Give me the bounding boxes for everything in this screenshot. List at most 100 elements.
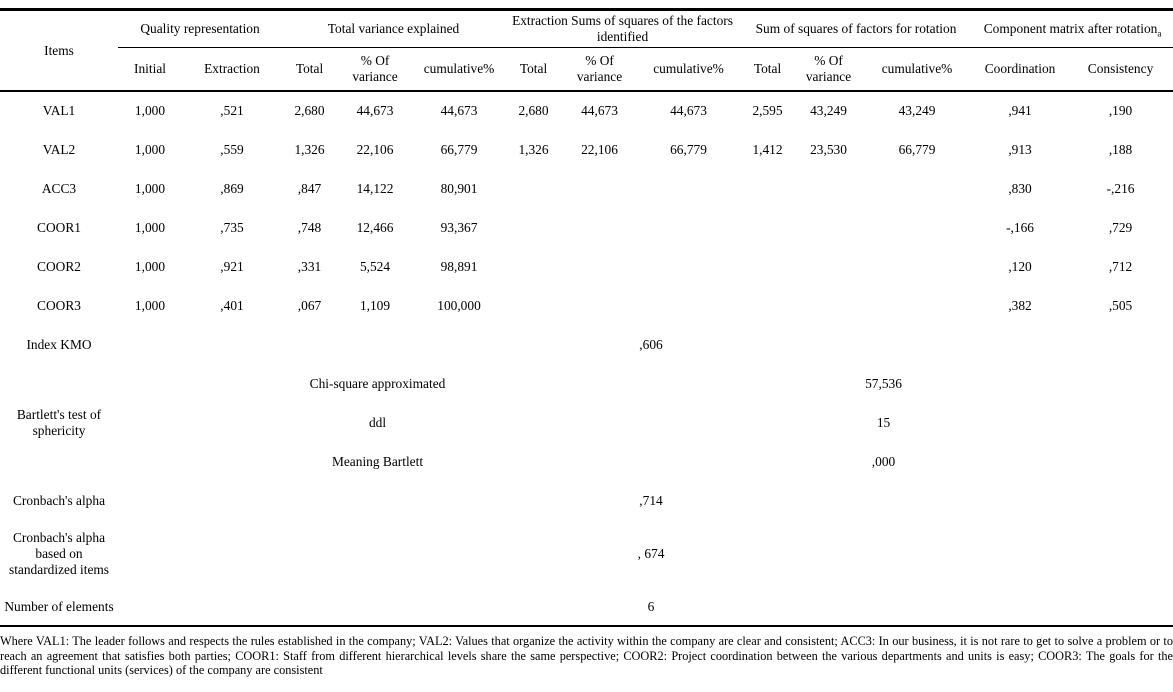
empty-cell — [637, 364, 795, 403]
sub-header-row: Initial Extraction Total % Of variance c… — [0, 47, 1173, 92]
data-cell: ,559 — [220, 141, 244, 157]
data-cell: ,830 — [1008, 180, 1032, 196]
group-header-rotation-sums: Sum of squares of factors for rotation — [740, 9, 973, 48]
data-cell: ,401 — [220, 297, 244, 313]
column-header-ess-cumulative: cumulative% — [637, 47, 741, 92]
table-row-bartlett-chisquare: Bartlett's test of sphericity Chi-square… — [0, 364, 1173, 438]
cronbach-value: ,714 — [639, 492, 663, 508]
empty-cell — [118, 588, 563, 627]
column-header-tve-cumulative: cumulative% — [413, 47, 506, 92]
elements-count-value: 6 — [562, 588, 741, 627]
kmo-value: ,606 — [639, 336, 663, 352]
data-cell: ,921 — [220, 258, 244, 274]
data-cell: -,216 — [1106, 180, 1135, 196]
empty-cell — [972, 442, 1173, 481]
group-header-total-variance-explained: Total variance explained — [282, 9, 506, 48]
data-cell: 12,466 — [356, 219, 394, 235]
data-cell: ,331 — [297, 258, 322, 274]
row-label: COOR1 — [37, 219, 81, 235]
row-label: Cronbach's alpha — [12, 492, 106, 508]
column-header-tve-total: Total — [282, 47, 338, 92]
empty-cell — [740, 481, 1173, 520]
data-cell: 22,106 — [356, 141, 394, 157]
column-header-rot-cumulative: cumulative% — [862, 47, 973, 92]
data-cell: 1,000 — [134, 180, 166, 196]
table-row-kmo: Index KMO ,606 — [0, 325, 1173, 364]
data-cell: ,869 — [220, 180, 244, 196]
data-cell: 80,901 — [440, 180, 478, 196]
table-row-acc3: ACC3 1,000 ,869 ,847 14,122 80,901 ,830 … — [0, 169, 1173, 208]
data-cell: ,913 — [1008, 141, 1032, 157]
factor-analysis-table: Items Quality representation Total varia… — [0, 8, 1173, 627]
data-cell: ,712 — [1108, 258, 1133, 274]
group-header-extraction-sums: Extraction Sums of squares of the factor… — [505, 9, 741, 48]
table-row-number-of-elements: Number of elements 6 — [0, 588, 1173, 627]
column-header-consistency: Consistency — [1068, 47, 1173, 92]
bartlett-sub-label: Meaning Bartlett — [331, 453, 424, 469]
data-cell: 66,779 — [440, 141, 478, 157]
empty-cell — [637, 442, 795, 481]
column-header-coordination: Coordination — [972, 47, 1069, 92]
empty-cell — [505, 169, 972, 208]
data-cell: ,067 — [297, 297, 322, 313]
data-cell: 44,673 — [440, 103, 478, 119]
data-cell: 44,673 — [670, 103, 707, 119]
table-body: VAL1 1,000 ,521 2,680 44,673 44,673 2,68… — [0, 91, 1173, 627]
data-cell: 1,326 — [518, 141, 549, 157]
data-cell: 98,891 — [440, 258, 478, 274]
group-header-row: Items Quality representation Total varia… — [0, 9, 1173, 92]
column-header-tve-pct-variance: % Of variance — [337, 47, 414, 92]
column-header-ess-total: Total — [505, 47, 563, 92]
data-cell: ,382 — [1008, 297, 1032, 313]
empty-cell — [118, 481, 562, 520]
data-cell: 44,673 — [356, 103, 394, 119]
data-cell: ,847 — [297, 180, 322, 196]
column-header-initial: Initial — [118, 47, 182, 92]
group-header-component-matrix: Component matrix after rotationa — [972, 9, 1173, 48]
bartlett-sub-label: ddl — [368, 414, 387, 430]
data-cell: ,521 — [220, 103, 244, 119]
cronbach-std-value: , 674 — [637, 546, 665, 562]
data-cell: ,729 — [1108, 219, 1133, 235]
data-cell: 1,000 — [134, 258, 166, 274]
data-cell: 1,000 — [134, 219, 166, 235]
table-header: Items Quality representation Total varia… — [0, 9, 1173, 92]
empty-cell — [972, 364, 1173, 403]
bartlett-value: 15 — [876, 414, 891, 430]
table-row-coor2: COOR2 1,000 ,921 ,331 5,524 98,891 ,120 … — [0, 247, 1173, 286]
bartlett-value: 57,536 — [865, 375, 902, 391]
row-label: VAL2 — [42, 141, 76, 157]
data-cell: ,941 — [1008, 103, 1032, 119]
table-row-coor1: COOR1 1,000 ,735 ,748 12,466 93,367 -,16… — [0, 208, 1173, 247]
data-cell: ,188 — [1108, 141, 1133, 157]
data-cell: 1,412 — [752, 141, 783, 157]
component-matrix-subscript: a — [1157, 28, 1162, 39]
items-column-header: Items — [0, 9, 118, 92]
data-cell: 93,367 — [440, 219, 478, 235]
bartlett-value: ,000 — [871, 453, 896, 469]
table-row-val1: VAL1 1,000 ,521 2,680 44,673 44,673 2,68… — [0, 91, 1173, 130]
empty-cell — [740, 325, 1173, 364]
empty-cell — [505, 247, 972, 286]
group-header-component-matrix-label: Component matrix after rotation — [983, 21, 1158, 37]
bartlett-sub-label: Chi-square approximated — [309, 375, 446, 391]
data-cell: 14,122 — [356, 180, 394, 196]
data-cell: 2,680 — [518, 103, 549, 119]
data-cell: ,505 — [1108, 297, 1133, 313]
data-cell: 2,680 — [294, 103, 325, 119]
data-cell: 1,000 — [134, 141, 166, 157]
data-cell: 23,530 — [810, 141, 847, 157]
data-cell: 22,106 — [581, 141, 618, 157]
data-cell: 100,000 — [437, 297, 481, 313]
data-cell: 1,109 — [359, 297, 391, 313]
data-cell: ,735 — [220, 219, 244, 235]
row-label: ACC3 — [41, 180, 77, 196]
data-cell: 43,249 — [898, 103, 936, 119]
data-cell: 5,524 — [359, 258, 391, 274]
row-label: Index KMO — [26, 336, 92, 352]
empty-cell — [637, 403, 795, 442]
data-cell: -,166 — [1006, 219, 1034, 235]
column-header-extraction: Extraction — [182, 47, 283, 92]
empty-cell — [740, 588, 1173, 627]
